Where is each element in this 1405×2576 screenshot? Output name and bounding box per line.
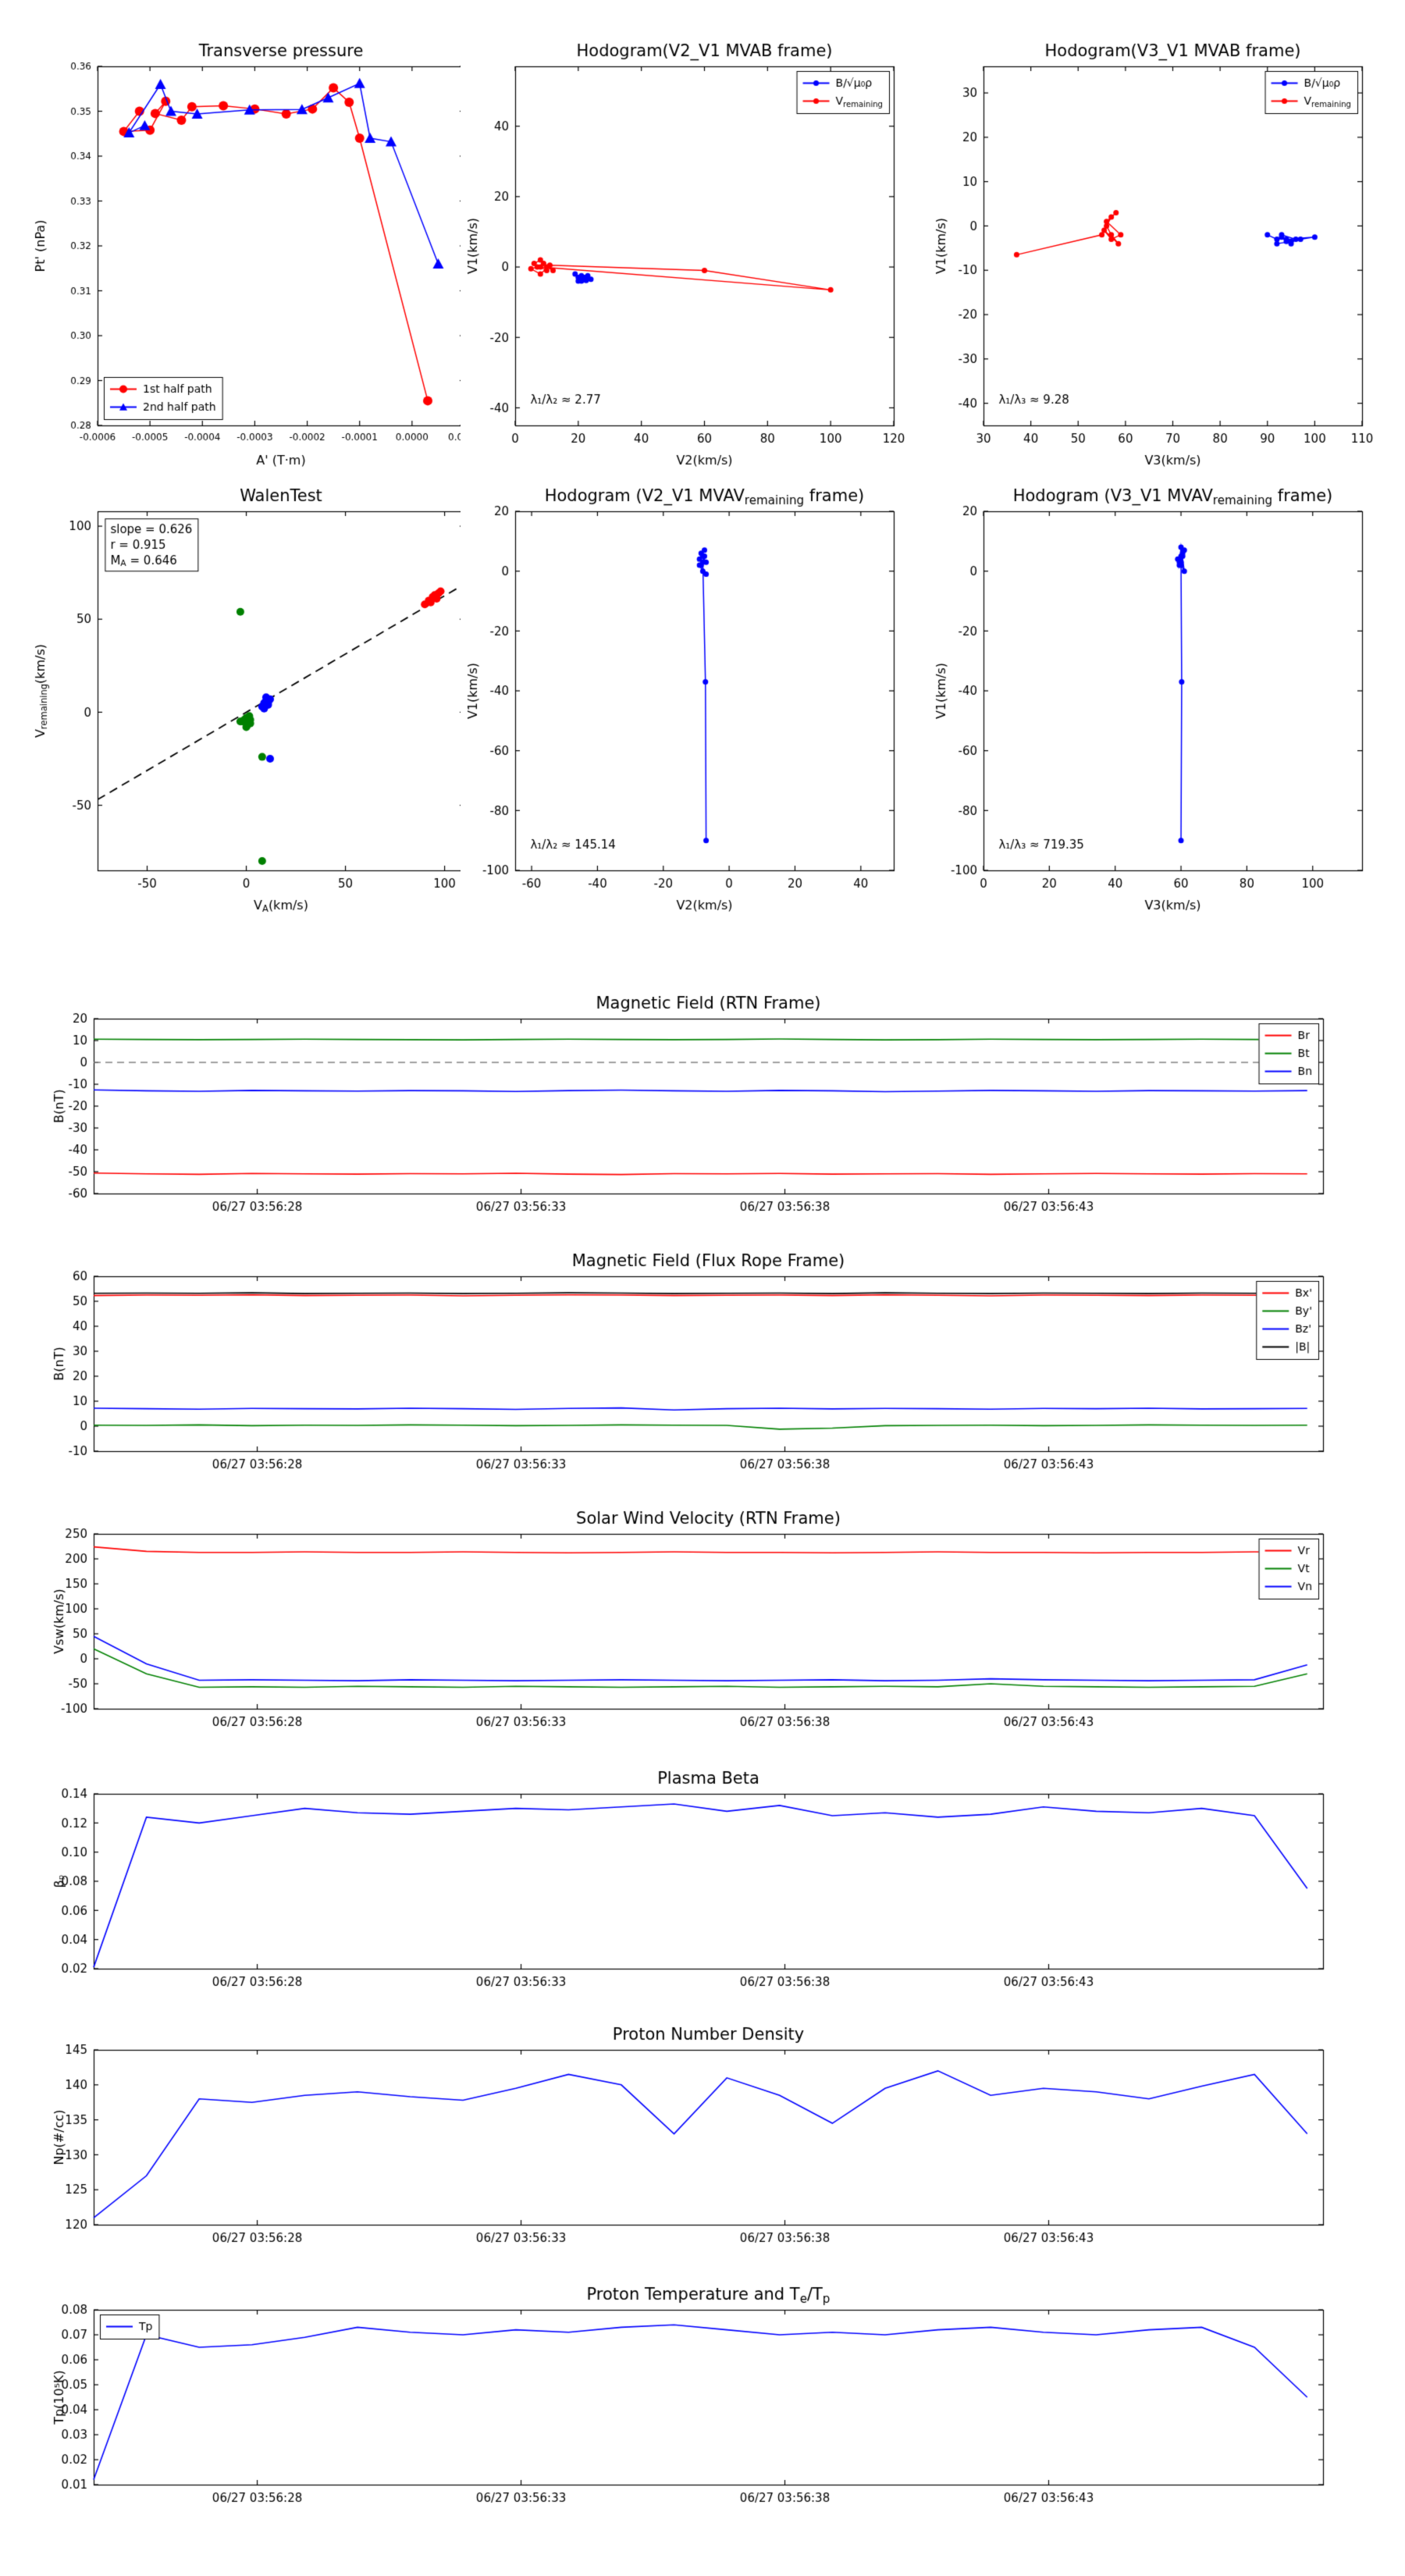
chart-transverse-pressure [23,23,492,476]
chart-proton-number-density [47,2016,1358,2250]
chart-hodogram-v2v1-mvab [461,23,913,476]
chart-hodogram-v2v1-mvav-rem [461,468,913,921]
chart-solar-wind-velocity [47,1500,1358,1735]
chart-plasma-beta [47,1760,1358,1994]
chart-walen-test [23,468,492,921]
chart-proton-temperature [47,2276,1358,2510]
chart-magnetic-field-rtn [47,985,1358,1219]
chart-magnetic-field-fluxrope [47,1243,1358,1477]
chart-hodogram-v3v1-mvab [929,23,1382,476]
chart-hodogram-v3v1-mvav-rem [929,468,1382,921]
